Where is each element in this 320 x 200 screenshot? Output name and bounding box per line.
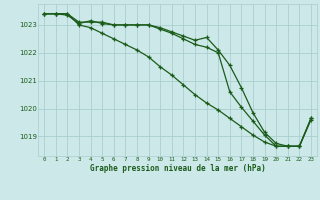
X-axis label: Graphe pression niveau de la mer (hPa): Graphe pression niveau de la mer (hPa) <box>90 164 266 173</box>
